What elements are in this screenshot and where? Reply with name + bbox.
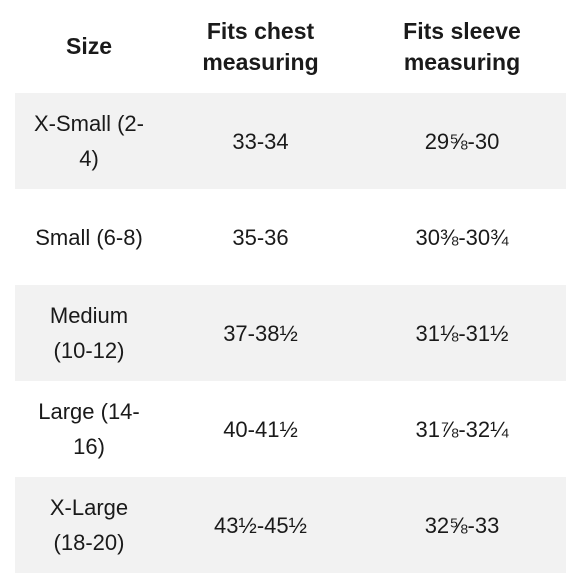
sleeve-cell: 30⅜-30¾ — [415, 224, 509, 250]
size-cell: Large (14-16) — [15, 394, 163, 464]
size-cell: Medium (10-12) — [15, 298, 163, 368]
size-value: Large (14-16) — [38, 399, 140, 459]
size-value: Small (6-8) — [35, 224, 143, 250]
table-row: Medium (10-12) 37-38½ 31⅛-31½ — [15, 285, 566, 381]
header-size: Size — [15, 31, 163, 62]
size-value: X-Small (2-4) — [33, 111, 144, 171]
header-chest: Fits chest measuring — [163, 16, 358, 78]
size-cell: X-Large (18-20) — [15, 490, 163, 560]
header-size-label: Size — [65, 33, 113, 59]
header-sleeve: Fits sleeve measuring — [358, 16, 566, 78]
table-row: X-Large (18-20) 43½-45½ 32⅝-33 — [15, 477, 566, 573]
sleeve-cell: 29⅝-30 — [424, 128, 500, 154]
header-chest-label: Fits chest measuring — [202, 17, 319, 75]
chest-cell: 35-36 — [232, 224, 289, 250]
chest-cell: 40-41½ — [223, 416, 298, 442]
table-row: X-Small (2-4) 33-34 29⅝-30 — [15, 93, 566, 189]
size-value: X-Large (18-20) — [49, 495, 129, 555]
sleeve-cell: 31⅛-31½ — [415, 320, 509, 346]
size-cell: Small (6-8) — [15, 220, 163, 255]
size-chart-table: Size Fits chest measuring Fits sleeve me… — [15, 0, 566, 573]
sleeve-cell: 32⅝-33 — [424, 512, 500, 538]
chest-cell: 33-34 — [232, 128, 289, 154]
header-sleeve-label: Fits sleeve measuring — [403, 17, 521, 75]
table-header-row: Size Fits chest measuring Fits sleeve me… — [15, 0, 566, 93]
size-cell: X-Small (2-4) — [15, 106, 163, 176]
sleeve-cell: 31⅞-32¼ — [415, 416, 509, 442]
chest-cell: 37-38½ — [223, 320, 298, 346]
table-row: Large (14-16) 40-41½ 31⅞-32¼ — [15, 381, 566, 477]
chest-cell: 43½-45½ — [214, 512, 307, 538]
size-value: Medium (10-12) — [49, 303, 129, 363]
table-row: Small (6-8) 35-36 30⅜-30¾ — [15, 189, 566, 285]
